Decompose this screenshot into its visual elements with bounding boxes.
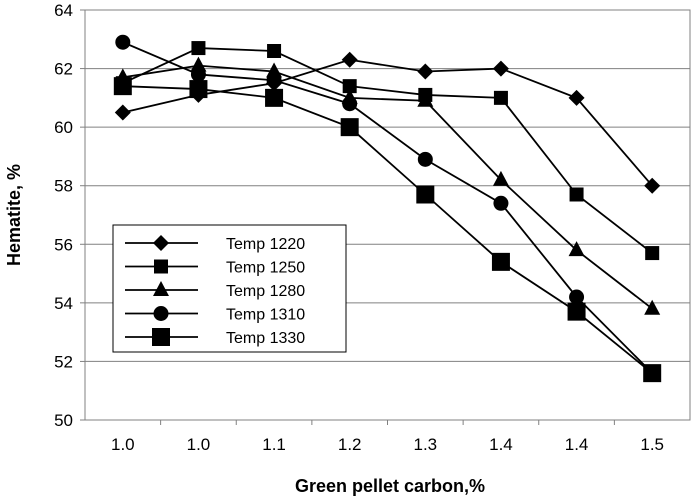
data-point <box>266 72 282 88</box>
series-line <box>122 85 653 374</box>
data-point <box>189 80 208 99</box>
y-tick-label: 50 <box>54 411 73 430</box>
y-axis-title: Hematite, % <box>4 164 24 266</box>
data-point <box>266 62 283 78</box>
data-point <box>492 170 509 186</box>
y-tick-label: 58 <box>54 177 73 196</box>
y-tick-label: 52 <box>54 352 73 371</box>
data-point <box>417 63 434 80</box>
data-point <box>115 34 131 50</box>
data-point <box>342 79 357 94</box>
data-point <box>644 299 661 315</box>
data-point <box>341 51 358 68</box>
series-line <box>122 64 653 310</box>
y-tick-label: 60 <box>54 118 73 137</box>
data-point <box>114 104 131 121</box>
x-tick-label: 1.1 <box>262 435 286 454</box>
legend-marker-diamond-icon <box>153 235 169 251</box>
data-point <box>493 195 509 211</box>
data-point <box>491 252 510 271</box>
plot-area <box>84 9 691 421</box>
x-axis-title: Green pellet carbon,% <box>295 476 485 496</box>
data-point <box>568 89 585 106</box>
legend-box <box>112 224 347 353</box>
legend: Temp 1220 Temp 1250 Temp 1280 Temp 1310 Temp… <box>112 224 347 353</box>
series-temp-1250 <box>115 41 660 261</box>
data-point <box>342 96 358 112</box>
data-point <box>567 302 586 321</box>
data-point <box>417 151 433 167</box>
data-point <box>190 56 207 72</box>
legend-label: Temp 1250 <box>226 260 305 277</box>
data-point <box>645 246 660 261</box>
y-tick-label: 56 <box>54 235 73 254</box>
data-point <box>191 41 206 56</box>
data-point <box>492 60 509 77</box>
series-line <box>122 41 653 374</box>
data-point <box>113 77 132 96</box>
x-tick-label: 1.3 <box>413 435 437 454</box>
data-point <box>568 241 585 257</box>
x-tick-label: 1.0 <box>187 435 211 454</box>
data-point <box>417 91 434 107</box>
y-tick-label: 54 <box>54 294 73 313</box>
legend-marker-triangle-icon <box>153 281 169 296</box>
x-tick-label: 1.2 <box>338 435 362 454</box>
series-line <box>122 47 653 254</box>
series-temp-1310 <box>115 34 660 381</box>
data-point <box>493 90 508 105</box>
series-temp-1330 <box>113 77 662 383</box>
data-point <box>416 185 435 204</box>
legend-label: Temp 1330 <box>226 330 305 347</box>
data-point <box>267 44 282 58</box>
legend-marker-square-large-icon <box>152 328 170 346</box>
legend-label: Temp 1220 <box>226 236 305 253</box>
legend-marker-square-small-icon <box>154 259 168 274</box>
x-tick-label: 1.4 <box>565 435 589 454</box>
data-point <box>569 187 584 202</box>
legend-label: Temp 1310 <box>226 307 305 324</box>
y-tick-label: 62 <box>54 60 73 79</box>
data-point <box>265 88 284 107</box>
data-point <box>643 364 662 383</box>
data-point <box>190 66 206 82</box>
data-point <box>569 289 585 305</box>
series-line <box>122 58 653 187</box>
y-tick-label: 64 <box>54 1 73 20</box>
data-point <box>644 177 661 194</box>
x-tick-label: 1.4 <box>489 435 513 454</box>
data-point <box>340 118 359 137</box>
x-tick-label: 1.5 <box>640 435 664 454</box>
x-tick-label: 1.0 <box>111 435 135 454</box>
legend-label: Temp 1280 <box>226 283 305 300</box>
legend-marker-circle-icon <box>153 306 169 321</box>
